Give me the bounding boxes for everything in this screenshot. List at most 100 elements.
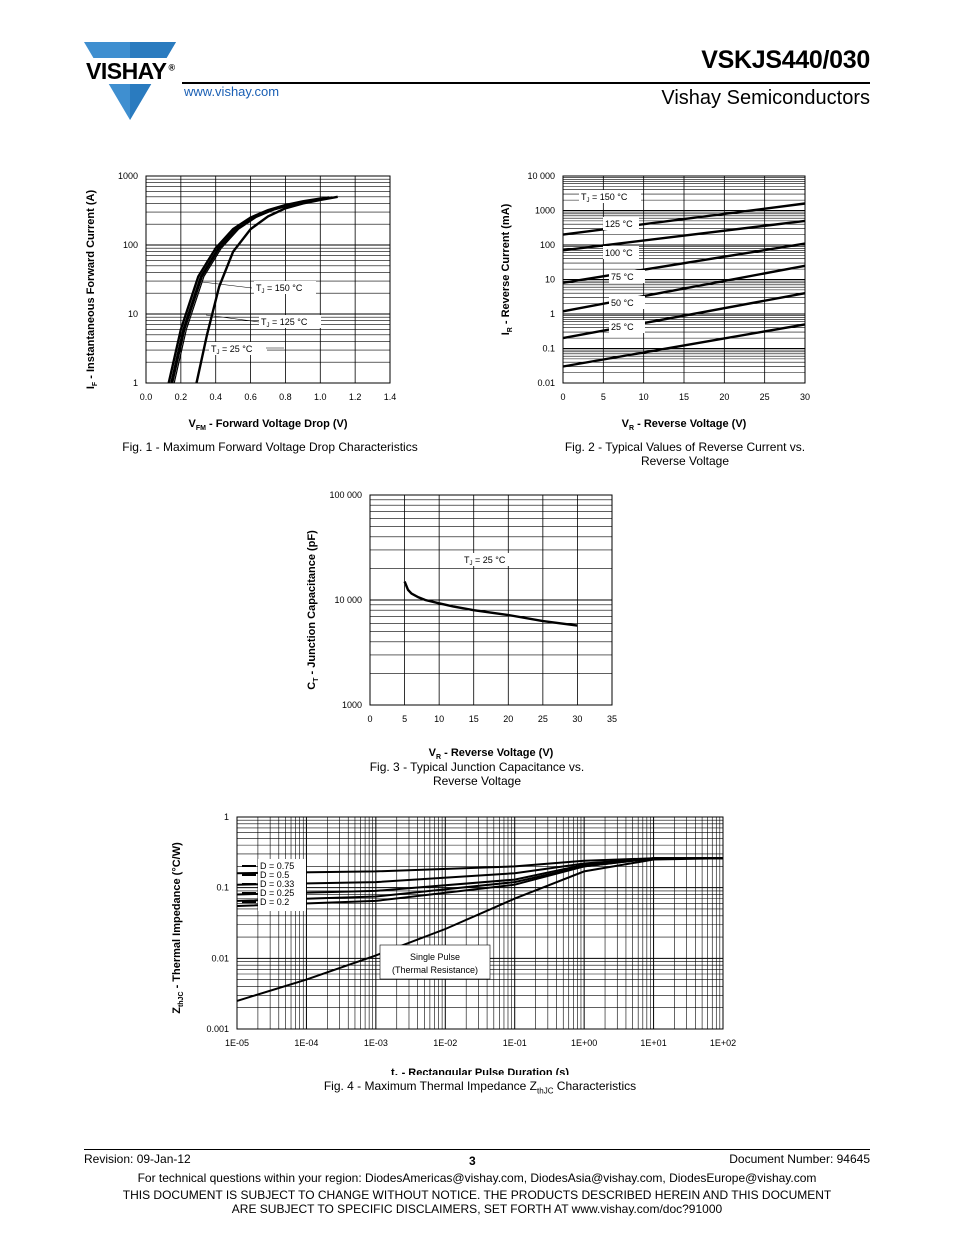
fig1-chart: 0.0 0.2 0.4 0.6 0.8 1.0 1.2 1.4 1 10 100 1000 TJ = 1…	[84, 160, 414, 440]
fig3-xtick: 20	[503, 714, 513, 724]
fig2-ylabel: IR - Reverse Current (mA)	[500, 203, 514, 335]
email-europe-link[interactable]: DiodesEurope@vishay.com	[669, 1171, 817, 1185]
fig1-xtick: 0.2	[175, 392, 188, 402]
fig3-xtick: 35	[607, 714, 617, 724]
website-link[interactable]: www.vishay.com	[184, 84, 280, 99]
fig4-series-5	[236, 857, 724, 1002]
fig2-series-4	[562, 292, 806, 340]
fig4-chart: 1E-05 1E-04 1E-03 1E-02 1E-01 1E+00 1E+01 1E+02…	[170, 805, 740, 1081]
fig2-xtick: 10	[639, 392, 649, 402]
header-rule	[182, 82, 870, 84]
footer-rule	[84, 1149, 870, 1150]
fig1-caption: Fig. 1 - Maximum Forward Voltage Drop Ch…	[122, 440, 418, 454]
fig4-legend-box	[258, 859, 306, 911]
fig4-caption: Fig. 4 - Maximum Thermal Impedance ZthJC…	[323, 1079, 637, 1096]
fig4-single-pulse-label-1: Single Pulse	[410, 952, 460, 962]
tech-questions: For technical questions within your regi…	[137, 1171, 817, 1185]
page-number: 3	[469, 1154, 476, 1168]
fig2-ytick: 1	[550, 309, 555, 319]
revision: Revision: 09-Jan-12	[84, 1152, 191, 1166]
vishay-logo-wordmark: VISHAY ®	[84, 58, 175, 84]
email-americas-link[interactable]: DiodesAmericas@vishay.com	[365, 1171, 524, 1185]
fig2-xtick: 5	[601, 392, 606, 402]
fig3-plot-frame	[369, 494, 613, 706]
fig1-ytick: 10	[128, 309, 138, 319]
fig1-ylabel: IF - Instantaneous Forward Current (A)	[85, 190, 99, 390]
fig3-chart: 0 5 10 15 20 25 30 35 1000 10 000 100 000 TJ = 25 °…	[300, 483, 630, 763]
fig2-label-0: TJ = 150 °C	[581, 192, 628, 204]
fig1-ytick: 1	[133, 378, 138, 388]
fig4-legend-item: D = 0.5	[260, 870, 289, 880]
fig1-ytick: 100	[123, 240, 138, 250]
fig3-xtick: 0	[367, 714, 372, 724]
fig1-xtick: 0.4	[209, 392, 222, 402]
fig1-xtick: 1.0	[314, 392, 327, 402]
document-number: Document Number: 94645	[729, 1152, 870, 1166]
fig2-xtick: 20	[719, 392, 729, 402]
fig3-ytick: 10 000	[334, 595, 362, 605]
fig2-series-5	[562, 323, 806, 368]
fig1-label-25: TJ = 25 °C	[211, 344, 253, 356]
fig2-xtick: 30	[800, 392, 810, 402]
fig4-ytick: 0.01	[211, 953, 229, 963]
fig1-xtick: 1.4	[384, 392, 397, 402]
fig4-xtick: 1E+01	[640, 1038, 666, 1048]
fig3-ytick: 100 000	[329, 490, 362, 500]
fig2-series-2	[562, 242, 806, 284]
fig3-xtick: 5	[402, 714, 407, 724]
fig1-xtick: 1.2	[349, 392, 362, 402]
fig2-ytick: 10	[545, 275, 555, 285]
fig4-ytick: 1	[224, 812, 229, 822]
fig3-series-0	[403, 581, 578, 627]
fig3-xtick: 15	[469, 714, 479, 724]
fig4-xlabel: t1 - Rectangular Pulse Duration (s)	[391, 1067, 569, 1075]
fig3-xtick: 10	[434, 714, 444, 724]
fig2-label-2: 100 °C	[605, 248, 633, 258]
fig4-single-pulse-label-2: (Thermal Resistance)	[392, 965, 478, 975]
fig3-ylabel: CT - Junction Capacitance (pF)	[306, 530, 320, 690]
fig2-caption: Fig. 2 - Typical Values of Reverse Curre…	[564, 440, 806, 468]
part-number-title: VSKJS440/030	[701, 46, 870, 74]
fig2-plot-frame	[562, 175, 806, 384]
fig2-xtick: 0	[560, 392, 565, 402]
disclaimer-line-1: THIS DOCUMENT IS SUBJECT TO CHANGE WITHO…	[122, 1188, 832, 1202]
fig2-ytick: 10 000	[527, 171, 555, 181]
disclaimer-link[interactable]: www.vishay.com/doc?91000	[571, 1202, 723, 1216]
fig1-xlabel: VFM - Forward Voltage Drop (V)	[188, 418, 347, 432]
fig2-xtick: 25	[760, 392, 770, 402]
fig1-ytick: 1000	[118, 171, 138, 181]
fig3-xtick: 30	[572, 714, 582, 724]
fig2-label-3: 75 °C	[611, 272, 634, 282]
fig4-xtick: 1E+00	[571, 1038, 597, 1048]
fig2-series-3	[562, 264, 806, 313]
fig2-series-1	[562, 219, 806, 252]
fig4-xtick: 1E-01	[503, 1038, 527, 1048]
fig2-ytick: 100	[540, 240, 555, 250]
fig4-legend-item: D = 0.2	[260, 897, 289, 907]
fig1-series-2	[195, 195, 338, 384]
fig2-ytick: 1000	[535, 206, 555, 216]
fig2-ytick: 0.01	[537, 378, 555, 388]
fig4-legend-item: D = 0.75	[260, 861, 294, 871]
fig3-ytick: 1000	[342, 700, 362, 710]
fig4-xtick: 1E-04	[294, 1038, 318, 1048]
fig4-xtick: 1E-03	[364, 1038, 388, 1048]
fig1-label-150: TJ = 150 °C	[256, 283, 303, 295]
fig3-xtick: 25	[538, 714, 548, 724]
company-subtitle: Vishay Semiconductors	[661, 87, 870, 109]
fig2-label-5: 25 °C	[611, 322, 634, 332]
fig3-xlabel: VR - Reverse Voltage (V)	[429, 747, 554, 761]
fig4-plot-frame	[236, 816, 724, 1030]
fig4-ytick: 0.1	[216, 883, 229, 893]
email-asia-link[interactable]: DiodesAsia@vishay.com	[530, 1171, 663, 1185]
fig4-legend-item: D = 0.33	[260, 879, 294, 889]
fig4-single-pulse-box	[379, 944, 491, 980]
fig2-chart: 0 5 10 15 20 25 30 0.01 0.1 1 10 100 1000 10 000 TJ = …	[495, 160, 825, 440]
fig1-xtick: 0.8	[279, 392, 292, 402]
fig1-plot-frame	[145, 175, 391, 384]
fig4-xtick: 1E+02	[710, 1038, 736, 1048]
fig4-legend-item: D = 0.25	[260, 888, 294, 898]
fig2-ytick: 0.1	[542, 344, 555, 354]
fig3-label: TJ = 25 °C	[464, 555, 506, 567]
fig4-xtick: 1E-02	[433, 1038, 457, 1048]
